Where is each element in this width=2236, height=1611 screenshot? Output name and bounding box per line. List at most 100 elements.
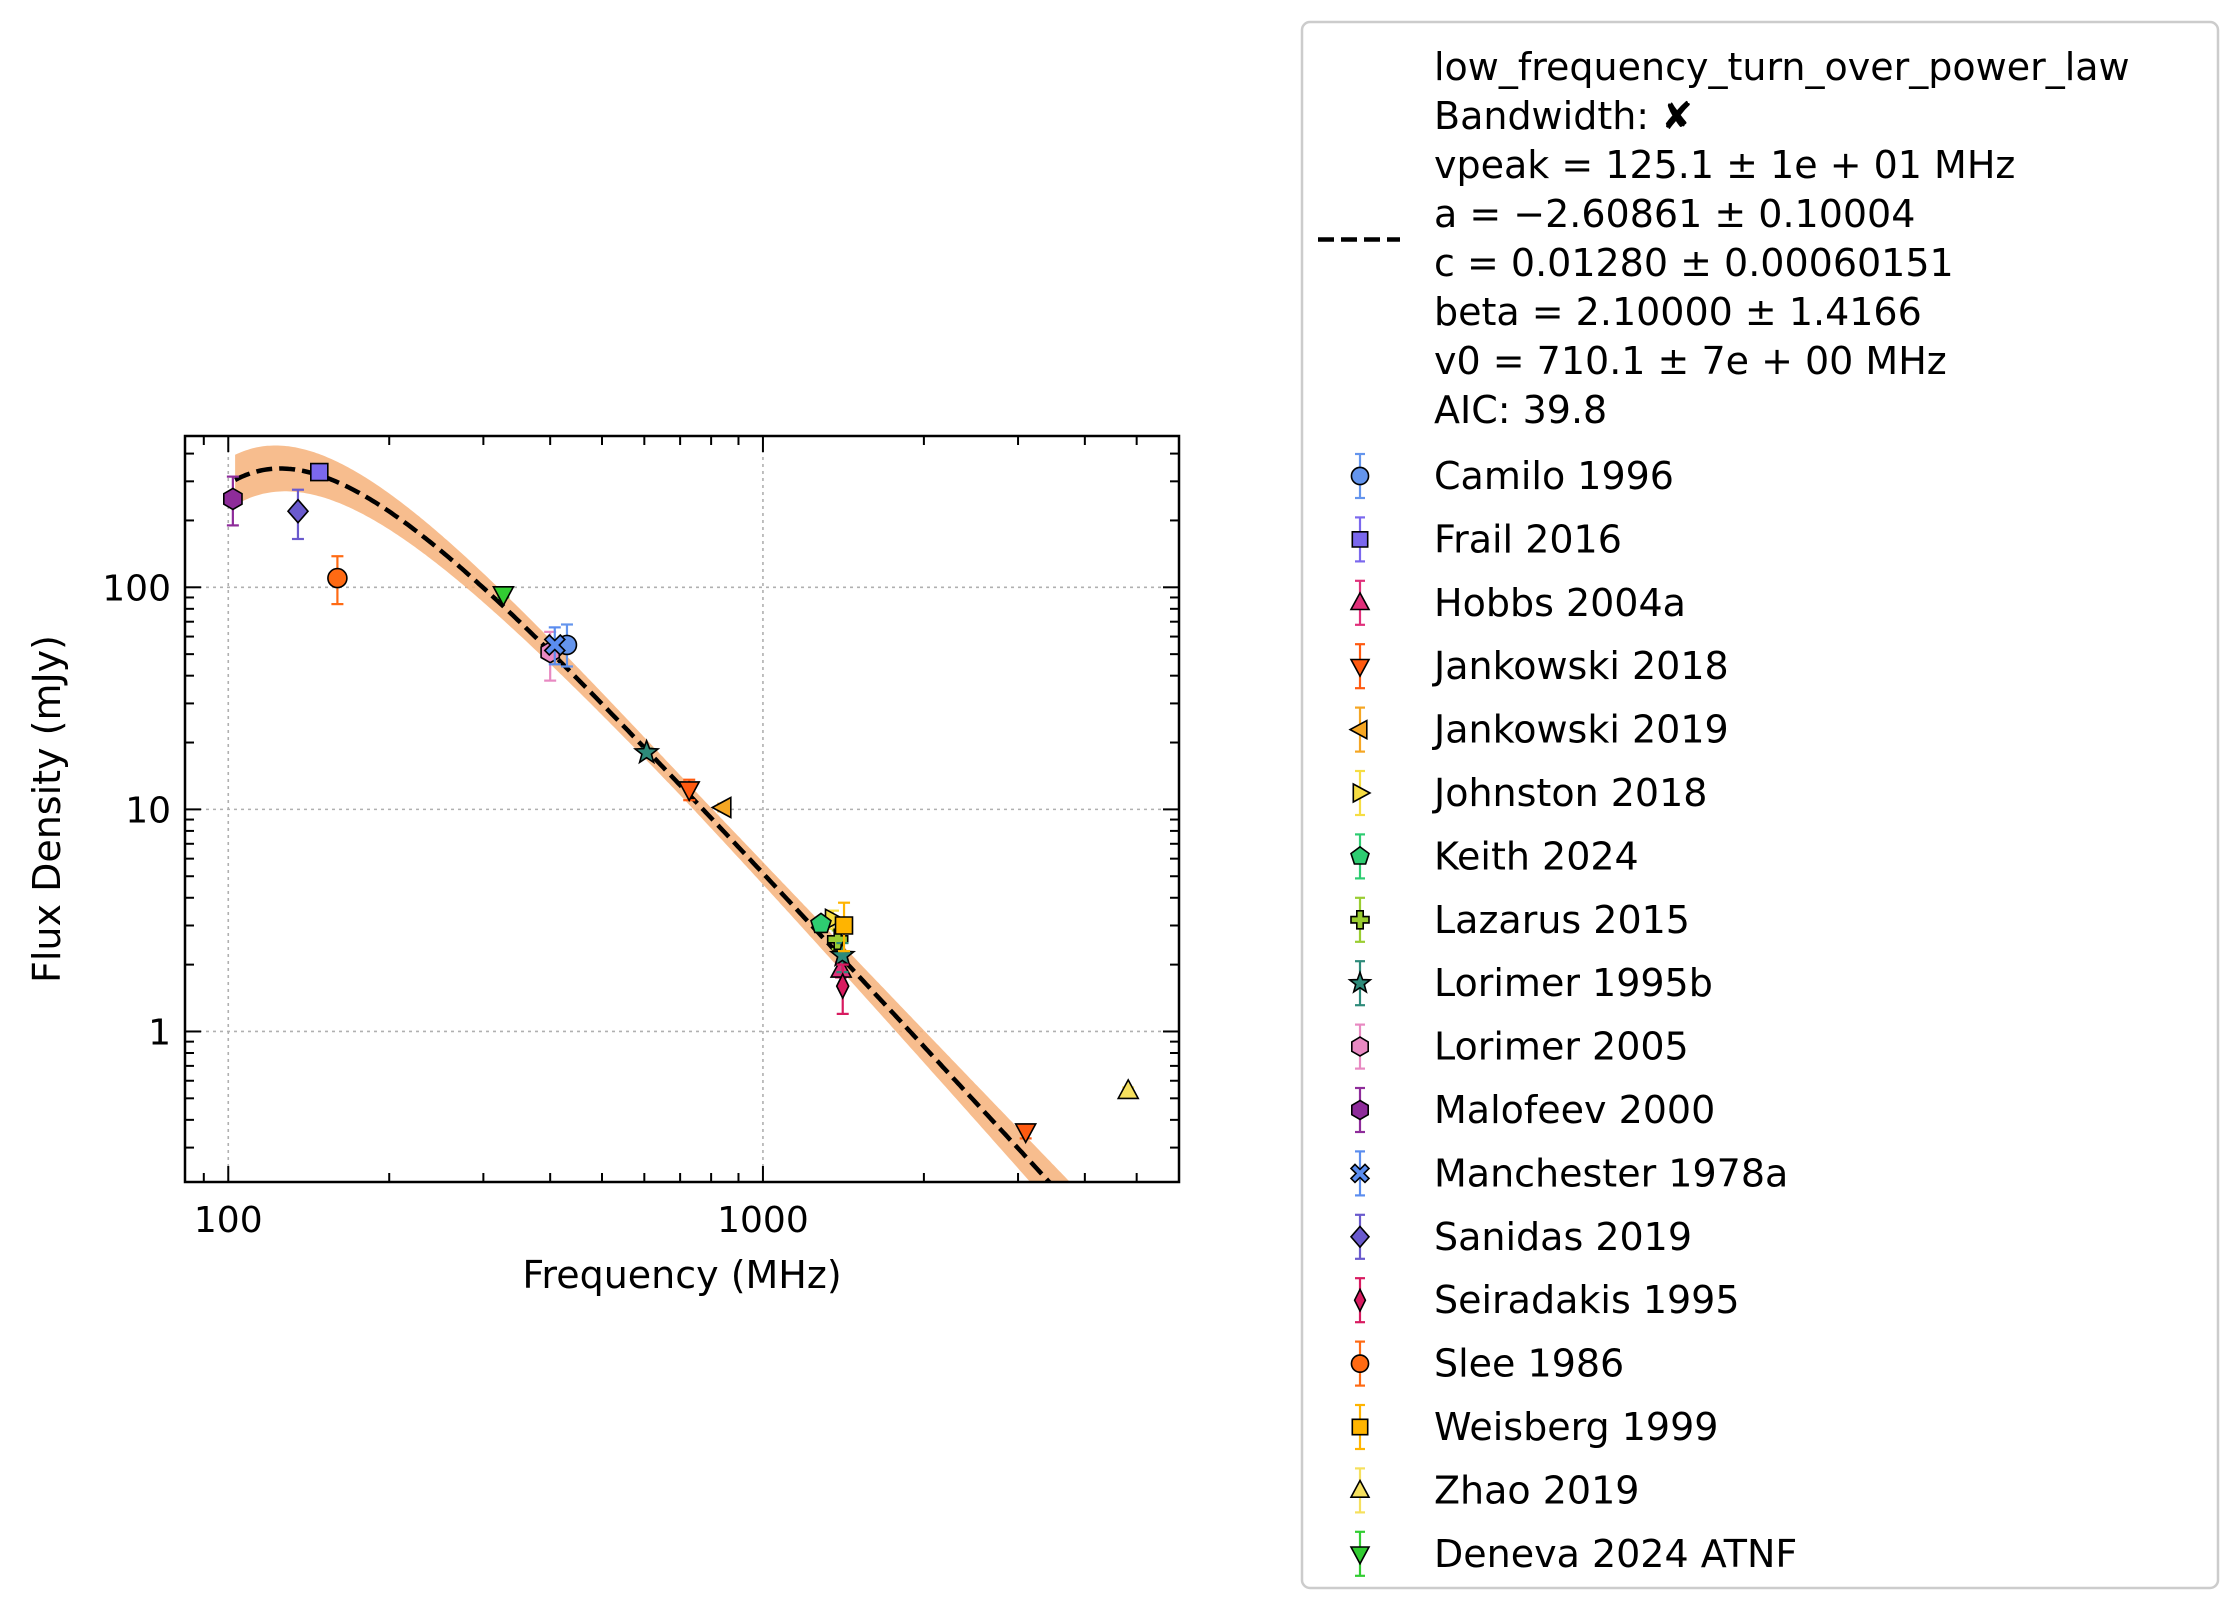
legend-label: Keith 2024 <box>1434 834 1639 878</box>
point-marker <box>632 738 661 765</box>
legend-item: Camilo 1996 <box>1350 452 1674 500</box>
legend-marker <box>1349 591 1371 611</box>
legend-fit-text: a = −2.60861 ± 0.10004 <box>1434 192 1915 236</box>
point-marker <box>810 912 832 934</box>
legend-label: Jankowski 2019 <box>1432 708 1729 752</box>
legend-marker <box>1353 1287 1367 1313</box>
legend-marker <box>1351 1418 1369 1436</box>
legend-item: Weisberg 1999 <box>1351 1403 1718 1451</box>
legend-label: Manchester 1978a <box>1434 1151 1788 1195</box>
legend-frame <box>1300 20 2220 1590</box>
legend-marker <box>1351 530 1369 548</box>
fit-curve <box>234 466 1053 1182</box>
legend-series-entries: Camilo 1996 Frail 2016 Hobbs 2004a Jankowsk… <box>1347 452 1797 1577</box>
legend-fit-text: low_frequency_turn_over_power_law <box>1434 45 2130 89</box>
point-marker <box>543 633 566 657</box>
point-marker <box>1116 1078 1140 1100</box>
legend-marker <box>1349 1478 1371 1498</box>
data-point <box>834 901 854 953</box>
point-marker <box>710 796 732 819</box>
legend-item: Frail 2016 <box>1351 516 1622 563</box>
data-point <box>810 912 832 934</box>
data-point <box>309 462 329 482</box>
data-point <box>632 738 661 765</box>
legend-label: Weisberg 1999 <box>1434 1405 1718 1449</box>
x-tick-label: 100 <box>194 1200 263 1241</box>
legend-item: Jankowski 2019 <box>1348 706 1729 753</box>
legend-marker <box>1350 909 1370 930</box>
y-tick-label: 1 <box>148 1012 171 1053</box>
data-point <box>1014 1123 1038 1145</box>
legend-label: Lorimer 1995b <box>1434 961 1713 1005</box>
legend-label: Seiradakis 1995 <box>1434 1278 1740 1322</box>
legend-item: Slee 1986 <box>1350 1340 1624 1387</box>
y-tick-label: 100 <box>102 568 171 609</box>
legend-fit-text: v0 = 710.1 ± 7e + 00 MHz <box>1434 339 1947 383</box>
data-point <box>327 555 348 606</box>
legend-item: Sanidas 2019 <box>1349 1213 1692 1260</box>
fit-band-area <box>235 445 1070 1182</box>
legend-item: Hobbs 2004a <box>1349 579 1686 626</box>
data-point <box>543 626 566 666</box>
data-point <box>677 778 701 803</box>
legend-marker <box>1347 970 1373 994</box>
point-marker <box>223 487 243 511</box>
legend-marker <box>1349 658 1371 678</box>
point-marker <box>1014 1123 1038 1145</box>
legend-label: Frail 2016 <box>1434 517 1622 561</box>
point-marker <box>492 585 515 607</box>
data-point <box>710 796 732 819</box>
x-tick-label: 1000 <box>717 1200 809 1241</box>
legend-fit-text: AIC: 39.8 <box>1434 388 1607 432</box>
legend-fit-text: Bandwidth: ✘ <box>1434 94 1693 138</box>
y-axis-label: Flux Density (mJy) <box>25 635 69 983</box>
legend-item: Malofeev 2000 <box>1351 1086 1715 1134</box>
point-marker <box>309 462 329 482</box>
legend-label: Johnston 2018 <box>1432 771 1707 815</box>
legend-item: Jankowski 2018 <box>1349 643 1729 690</box>
legend-marker <box>1352 782 1372 804</box>
legend-fit-entry: low_frequency_turn_over_power_law Bandwid… <box>1318 45 2130 432</box>
legend-fit-text: c = 0.01280 ± 0.00060151 <box>1434 241 1954 285</box>
fit-line <box>234 466 1053 1182</box>
point-marker <box>677 781 701 803</box>
legend-label: Deneva 2024 ATNF <box>1434 1532 1797 1576</box>
legend-item: Lorimer 1995b <box>1347 960 1713 1007</box>
legend-marker <box>1351 1036 1369 1057</box>
legend-label: Lazarus 2015 <box>1434 898 1690 942</box>
legend-item: Zhao 2019 <box>1349 1467 1639 1514</box>
data-points <box>223 462 1140 1145</box>
point-marker <box>286 498 310 524</box>
legend-marker <box>1351 1099 1369 1121</box>
legend-label: Camilo 1996 <box>1434 454 1674 498</box>
legend-label: Hobbs 2004a <box>1434 581 1686 625</box>
legend-marker <box>1350 1354 1370 1373</box>
legend-item: Seiradakis 1995 <box>1353 1277 1740 1324</box>
x-axis-label: Frequency (MHz) <box>522 1253 841 1297</box>
data-point <box>1116 1078 1140 1100</box>
legend-label: Malofeev 2000 <box>1434 1088 1715 1132</box>
legend-fit-text: beta = 2.10000 ± 1.4166 <box>1434 290 1922 334</box>
legend-item: Lazarus 2015 <box>1350 896 1690 943</box>
legend-item: Keith 2024 <box>1350 833 1639 880</box>
point-marker <box>835 972 850 1000</box>
legend-label: Jankowski 2018 <box>1432 644 1729 688</box>
y-tick-label: 10 <box>125 790 171 831</box>
fit-uncertainty-band <box>235 445 1070 1182</box>
legend-item: Manchester 1978a <box>1349 1150 1788 1197</box>
legend-item: Deneva 2024 ATNF <box>1349 1530 1797 1577</box>
legend-marker <box>1350 845 1370 865</box>
point-marker <box>327 567 348 589</box>
legend-item: Lorimer 2005 <box>1351 1023 1689 1070</box>
data-point <box>492 585 515 607</box>
grid-lines <box>185 436 1179 1182</box>
data-point <box>223 475 243 527</box>
legend-marker <box>1350 466 1370 486</box>
legend-marker <box>1349 1546 1371 1566</box>
legend: low_frequency_turn_over_power_law Bandwid… <box>1300 20 2220 1590</box>
legend-marker <box>1348 719 1368 740</box>
legend-marker <box>1349 1225 1371 1249</box>
axis-ticks: 100 1000 1 10 100 <box>102 436 1179 1241</box>
point-marker <box>834 916 854 935</box>
